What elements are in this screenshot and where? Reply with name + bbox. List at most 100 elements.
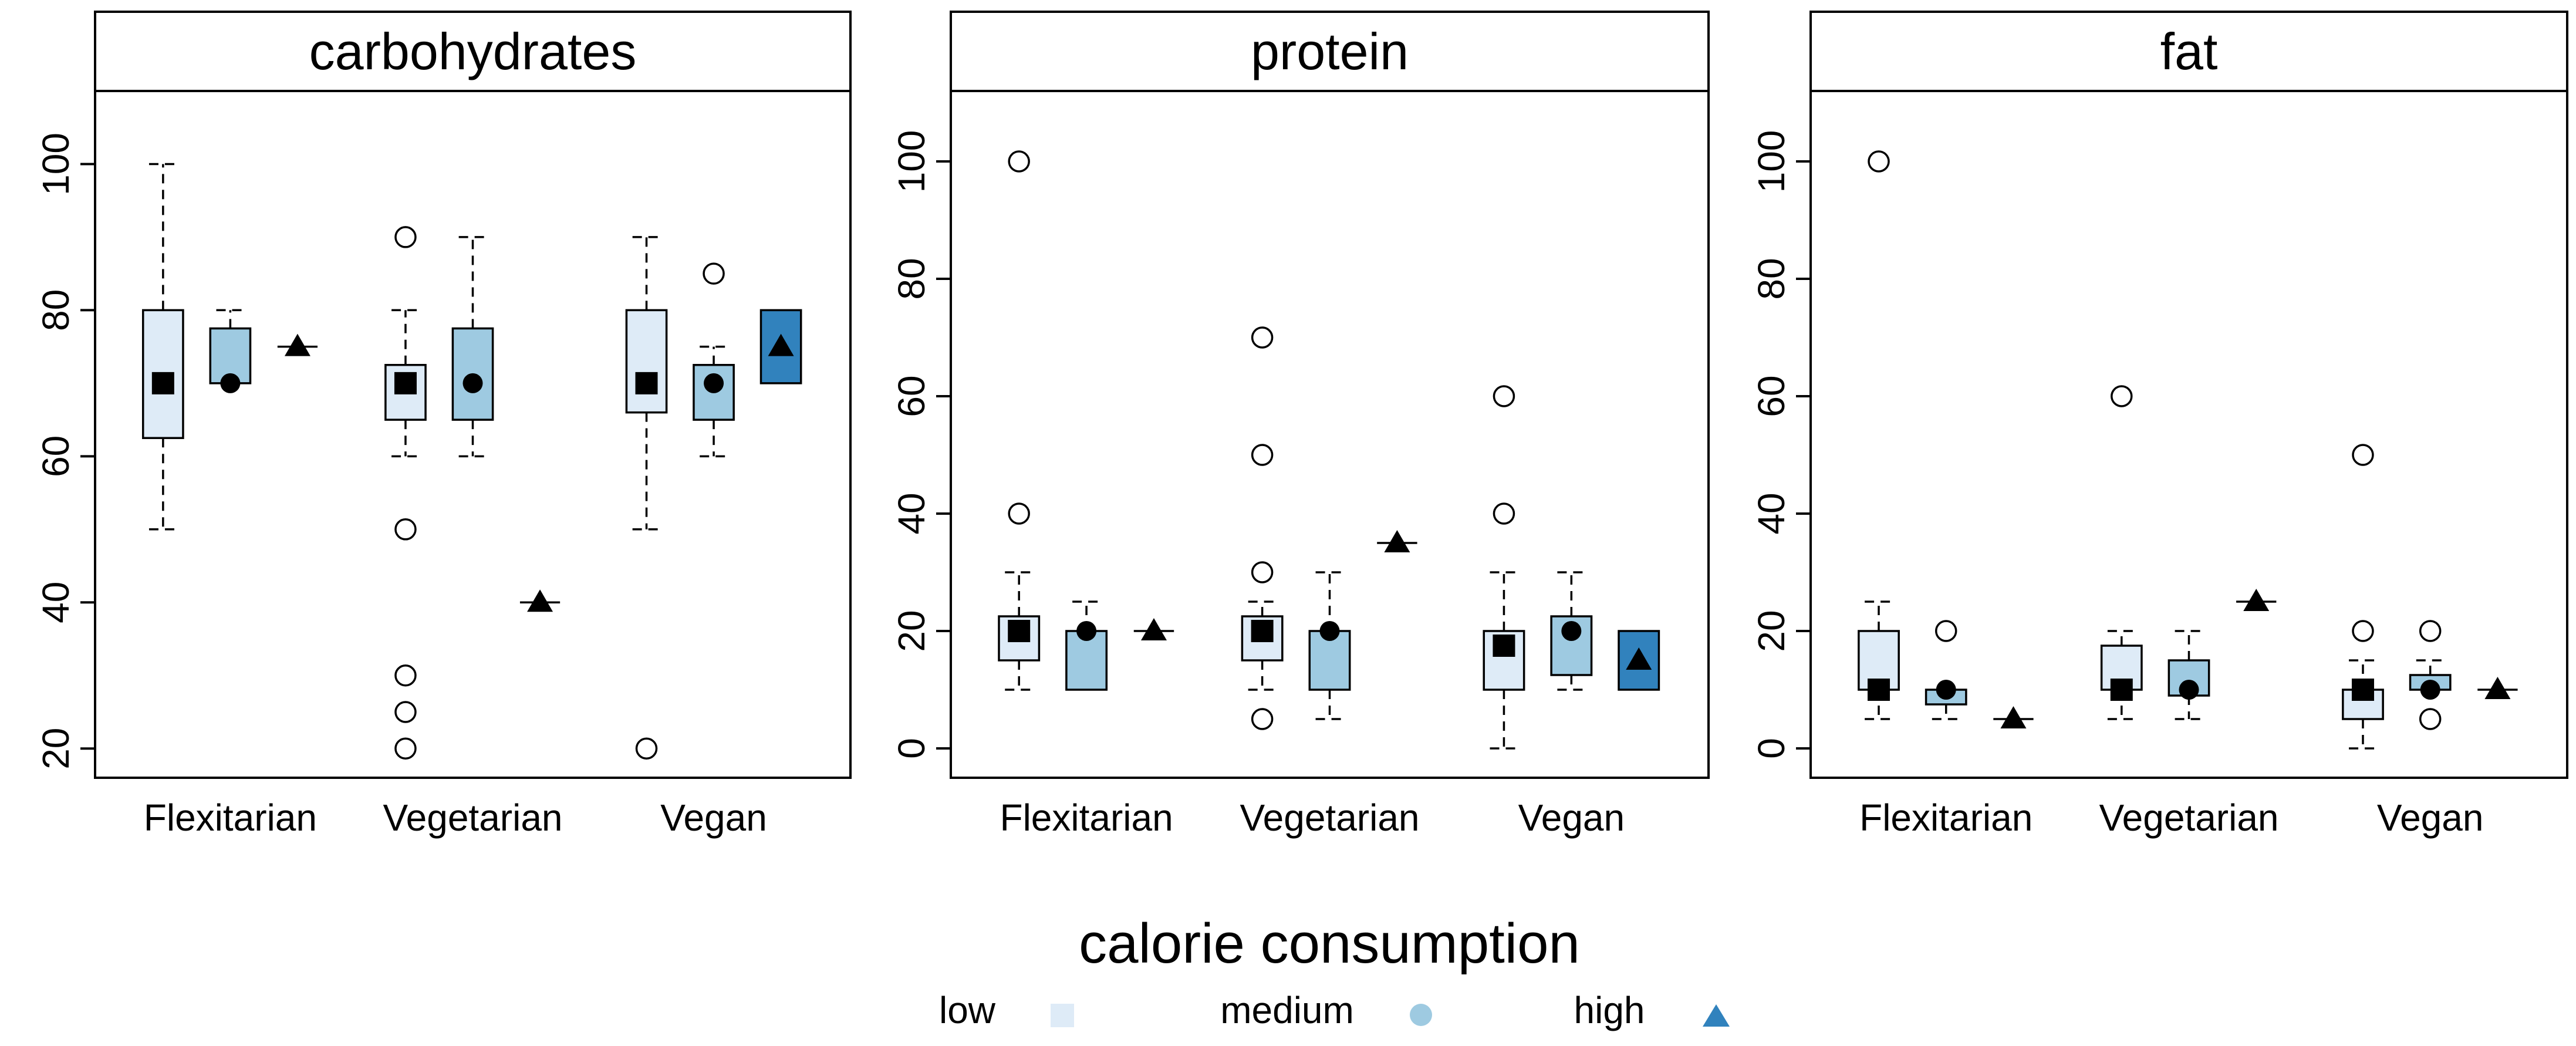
outlier-point (394, 701, 417, 723)
legend-label-medium: medium (1220, 989, 1354, 1031)
y-tick-label: 80 (1750, 258, 1792, 299)
median-marker-medium (1319, 621, 1340, 641)
median-marker-medium (1076, 621, 1097, 641)
box-vegetarian-medium (2168, 630, 2210, 720)
median-marker-high (2243, 589, 2270, 611)
y-tick-label: 0 (890, 738, 933, 759)
panel-carbohydrates: carbohydrates 20 40 60 80 100 Flexitarian Veget… (35, 11, 852, 839)
box-vegetarian-medium (451, 236, 494, 458)
y-tick-label: 100 (1750, 130, 1792, 193)
box-vegan-high (2477, 677, 2518, 699)
legend: calorie consumption low medium high (939, 912, 1730, 1031)
outlier-point (1008, 150, 1030, 173)
box-flexitarian-low (141, 163, 184, 531)
y-tick-label: 80 (35, 289, 77, 331)
x-category-label: Vegan (1518, 797, 1625, 839)
box-vegetarian-high (1377, 530, 1417, 552)
median-marker-medium (2420, 680, 2440, 700)
box-vegetarian-low (384, 226, 427, 760)
panel-title: protein (1251, 22, 1409, 80)
box-flexitarian-high (1133, 618, 1174, 640)
legend-item-low: low (939, 989, 1074, 1031)
facet-panels: carbohydrates 20 40 60 80 100 Flexitarian Veget… (35, 11, 2568, 839)
x-category-label: Flexitarian (1000, 797, 1173, 839)
panel-frame (94, 90, 852, 779)
median-marker-high (527, 589, 553, 612)
legend-label-high: high (1574, 989, 1645, 1031)
outlier-point (394, 226, 417, 248)
legend-label-low: low (939, 989, 996, 1031)
panel-header (950, 11, 1710, 92)
y-tick-label: 80 (890, 258, 933, 299)
y-tick-label: 20 (890, 610, 933, 652)
outlier-point (1251, 561, 1274, 583)
box-vegan-medium (693, 262, 735, 458)
outlier-point (2419, 620, 2442, 642)
legend-title: calorie consumption (1079, 912, 1580, 975)
median-marker-medium (462, 373, 483, 393)
median-marker-medium (1936, 680, 1956, 700)
y-tick-label: 40 (1750, 492, 1792, 534)
outlier-point (1493, 385, 1515, 407)
y-tick-label: 60 (35, 436, 77, 477)
median-marker-low (394, 372, 417, 394)
y-tick-label: 100 (890, 130, 933, 193)
box-vegan-high (1618, 630, 1660, 691)
x-category-label: Flexitarian (144, 797, 317, 839)
y-tick-label: 0 (1750, 738, 1792, 759)
box-vegetarian-high (2236, 589, 2277, 611)
median-marker-low (1251, 620, 1274, 642)
median-marker-high (2000, 706, 2027, 728)
median-marker-low (2110, 679, 2133, 701)
panel-frame (950, 90, 1710, 779)
x-category-label: Vegan (660, 797, 767, 839)
median-marker-high (1626, 647, 1652, 670)
outlier-point (1934, 620, 1957, 642)
y-axis: 20 40 60 80 100 (35, 133, 95, 770)
median-marker-high (284, 333, 310, 356)
box-vegetarian-medium (1308, 571, 1351, 720)
median-marker-high (1140, 618, 1167, 640)
median-marker-medium (220, 373, 241, 393)
x-category-label: Vegan (2377, 797, 2484, 839)
box-flexitarian-medium (1065, 600, 1108, 691)
box-vegan-low (625, 236, 668, 760)
median-marker-medium (2179, 680, 2199, 700)
box-vegan-medium (2409, 620, 2452, 730)
panel-title: carbohydrates (309, 22, 637, 80)
outlier-point (1251, 444, 1274, 466)
median-marker-low (635, 372, 658, 394)
y-tick-label: 40 (35, 582, 77, 623)
median-marker-low (2351, 679, 2374, 701)
x-category-label: Vegetarian (383, 797, 562, 839)
panel-fat: fat 0 20 40 60 80 100 Flexitarian Vegetarian Vega… (1750, 11, 2568, 839)
box-vegan-low (2342, 444, 2384, 750)
box-flexitarian-high (1993, 706, 2034, 728)
box-flexitarian-low (998, 150, 1041, 691)
y-axis: 0 20 40 60 80 100 (890, 130, 951, 759)
outlier-point (2352, 620, 2374, 642)
y-tick-label: 60 (890, 375, 933, 417)
legend-item-medium: medium (1220, 989, 1432, 1031)
outlier-point (394, 664, 417, 687)
box-vegan-high (759, 309, 802, 384)
legend-item-high: high (1574, 989, 1730, 1031)
box-flexitarian-high (277, 333, 318, 356)
box-body (625, 309, 668, 414)
x-category-label: Vegetarian (2099, 797, 2278, 839)
x-category-label: Flexitarian (1859, 797, 2033, 839)
box-flexitarian-medium (209, 309, 252, 393)
median-marker-high (768, 333, 794, 356)
outlier-point (635, 737, 658, 760)
legend-swatch-high (1703, 1004, 1730, 1027)
box-vegan-low (1483, 385, 1525, 750)
median-marker-medium (704, 373, 724, 393)
y-tick-label: 40 (890, 492, 933, 534)
outlier-point (394, 518, 417, 541)
median-marker-low (151, 372, 174, 394)
legend-swatch-medium (1410, 1004, 1432, 1026)
box-vegetarian-low (2100, 385, 2143, 720)
y-tick-label: 20 (1750, 610, 1792, 652)
x-category-label: Vegetarian (1240, 797, 1419, 839)
